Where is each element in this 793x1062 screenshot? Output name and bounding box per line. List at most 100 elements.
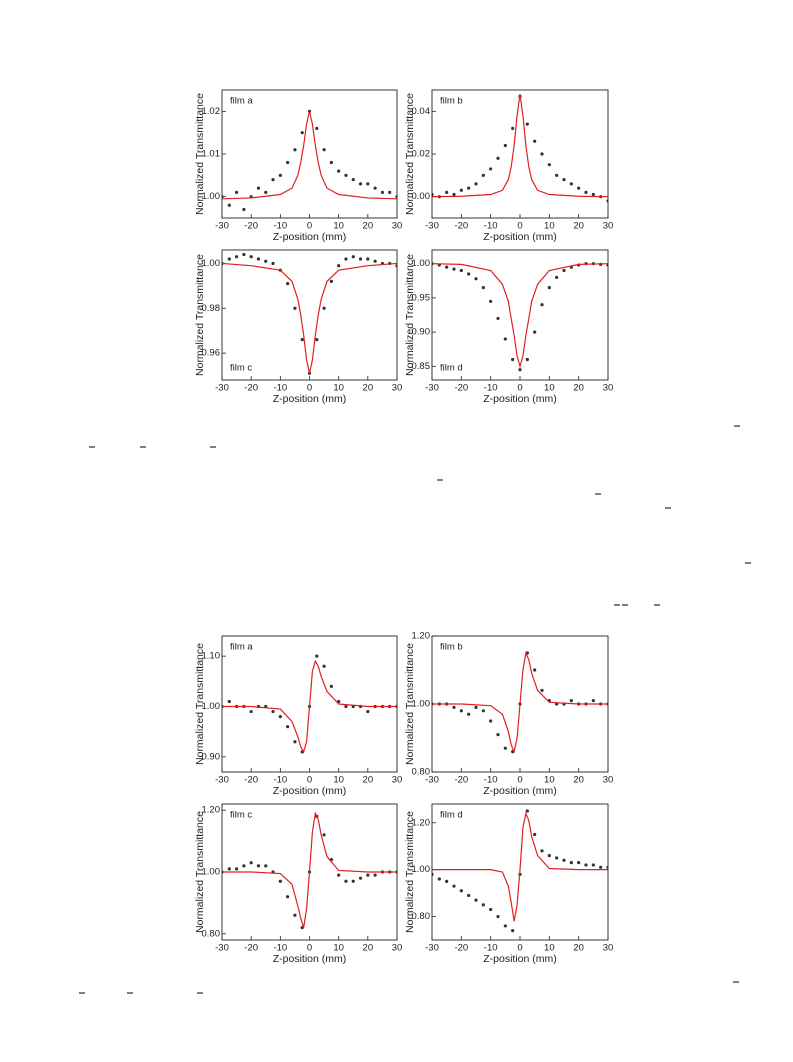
x-tick-label: -20 (244, 383, 258, 394)
data-point (344, 173, 348, 177)
x-tick-label: -10 (273, 383, 287, 394)
data-point (234, 255, 239, 259)
data-point (315, 654, 319, 658)
x-tick-label: 20 (573, 383, 584, 394)
x-tick-label: 0 (517, 943, 522, 954)
data-point (242, 207, 246, 212)
x-tick-label: -30 (215, 221, 229, 232)
plot-frame (221, 635, 398, 773)
x-tick-label: -30 (425, 221, 439, 232)
data-point (234, 190, 239, 194)
data-point (366, 182, 370, 186)
chart-panel: -30 -20 -10 0 10 20 30 0.85 0.90 0.95 1.00 Z-positi… (404, 249, 613, 405)
data-point (467, 272, 471, 276)
x-tick-label: 0 (307, 775, 312, 786)
data-point (459, 188, 463, 192)
plot-frame (431, 89, 609, 219)
data-point (366, 709, 370, 714)
fit-curve (222, 659, 397, 754)
x-tick-label: 30 (603, 943, 614, 954)
data-point (242, 252, 246, 257)
fit-curve (432, 811, 608, 922)
data-point (452, 705, 456, 710)
x-tick-label: -20 (244, 943, 258, 954)
y-axis-label: Normalized Transmittance (404, 643, 416, 765)
x-tick-label: 30 (392, 943, 403, 954)
data-point (337, 873, 341, 877)
data-point (278, 879, 282, 883)
plot-area (432, 650, 608, 754)
data-point (351, 879, 355, 883)
x-axis-label: Z-position (mm) (273, 393, 347, 405)
x-tick-label: 0 (517, 221, 522, 232)
x-tick-label: 20 (573, 221, 584, 232)
data-point (452, 884, 456, 888)
text-artifacts (79, 425, 751, 994)
data-point (511, 357, 515, 362)
x-tick-label: 10 (333, 775, 344, 786)
x-tick-label: 0 (307, 943, 312, 954)
y-tick-label: 0.04 (412, 106, 431, 117)
panel-annotation: film b (440, 96, 463, 107)
x-tick-label: 10 (333, 383, 344, 394)
data-point (322, 306, 326, 310)
x-tick-label: -20 (454, 943, 468, 954)
plot-area (432, 262, 608, 372)
x-tick-label: 30 (392, 383, 403, 394)
data-point (286, 160, 290, 165)
y-tick-label: 1.20 (202, 805, 221, 816)
x-axis-label: Z-position (mm) (273, 953, 347, 965)
data-point (547, 286, 551, 290)
data-point (300, 338, 304, 342)
data-point (481, 903, 485, 907)
x-tick-label: -30 (425, 943, 439, 954)
x-axis-label: Z-position (mm) (483, 953, 557, 965)
data-point (373, 259, 377, 263)
y-tick-label: 1.02 (202, 106, 221, 117)
data-point (496, 316, 500, 321)
y-tick-label: 0.85 (412, 361, 431, 372)
x-tick-label: 0 (307, 221, 312, 232)
data-point (249, 861, 253, 865)
data-point (459, 709, 463, 713)
x-tick-label: 30 (392, 221, 403, 232)
fit-curve (222, 111, 397, 200)
x-tick-label: -10 (484, 221, 498, 232)
x-tick-label: 20 (573, 775, 584, 786)
data-point (329, 160, 333, 165)
x-tick-label: 30 (603, 221, 614, 232)
data-point (315, 126, 319, 130)
x-tick-label: -20 (244, 775, 258, 786)
y-tick-label: 1.00 (412, 864, 431, 875)
data-point (459, 268, 463, 273)
data-point (337, 169, 341, 173)
fit-curve (432, 94, 608, 198)
x-tick-label: -30 (425, 775, 439, 786)
data-point (329, 279, 333, 283)
fit-curve (432, 263, 608, 369)
data-point (481, 173, 485, 177)
x-tick-label: -20 (454, 383, 468, 394)
y-axis-label: Normalized Transmittance (194, 254, 206, 376)
x-tick-label: 10 (544, 943, 555, 954)
data-point (278, 714, 282, 719)
data-point (481, 286, 485, 290)
plot-area (222, 252, 397, 375)
y-tick-label: 1.00 (202, 258, 221, 269)
data-point (293, 740, 297, 744)
y-tick-label: 0.90 (202, 751, 221, 762)
x-tick-label: -10 (273, 775, 287, 786)
data-point (577, 861, 581, 865)
x-tick-label: 10 (333, 943, 344, 954)
x-tick-label: 20 (363, 383, 374, 394)
panel-annotation: film b (440, 642, 463, 653)
data-point (380, 190, 385, 194)
y-tick-label: 1.01 (202, 149, 221, 160)
data-point (322, 833, 326, 837)
y-tick-label: 0.98 (202, 303, 221, 314)
x-tick-label: 20 (363, 221, 374, 232)
x-tick-label: 30 (603, 775, 614, 786)
y-axis-label: Normalized Transmittance (194, 811, 206, 933)
